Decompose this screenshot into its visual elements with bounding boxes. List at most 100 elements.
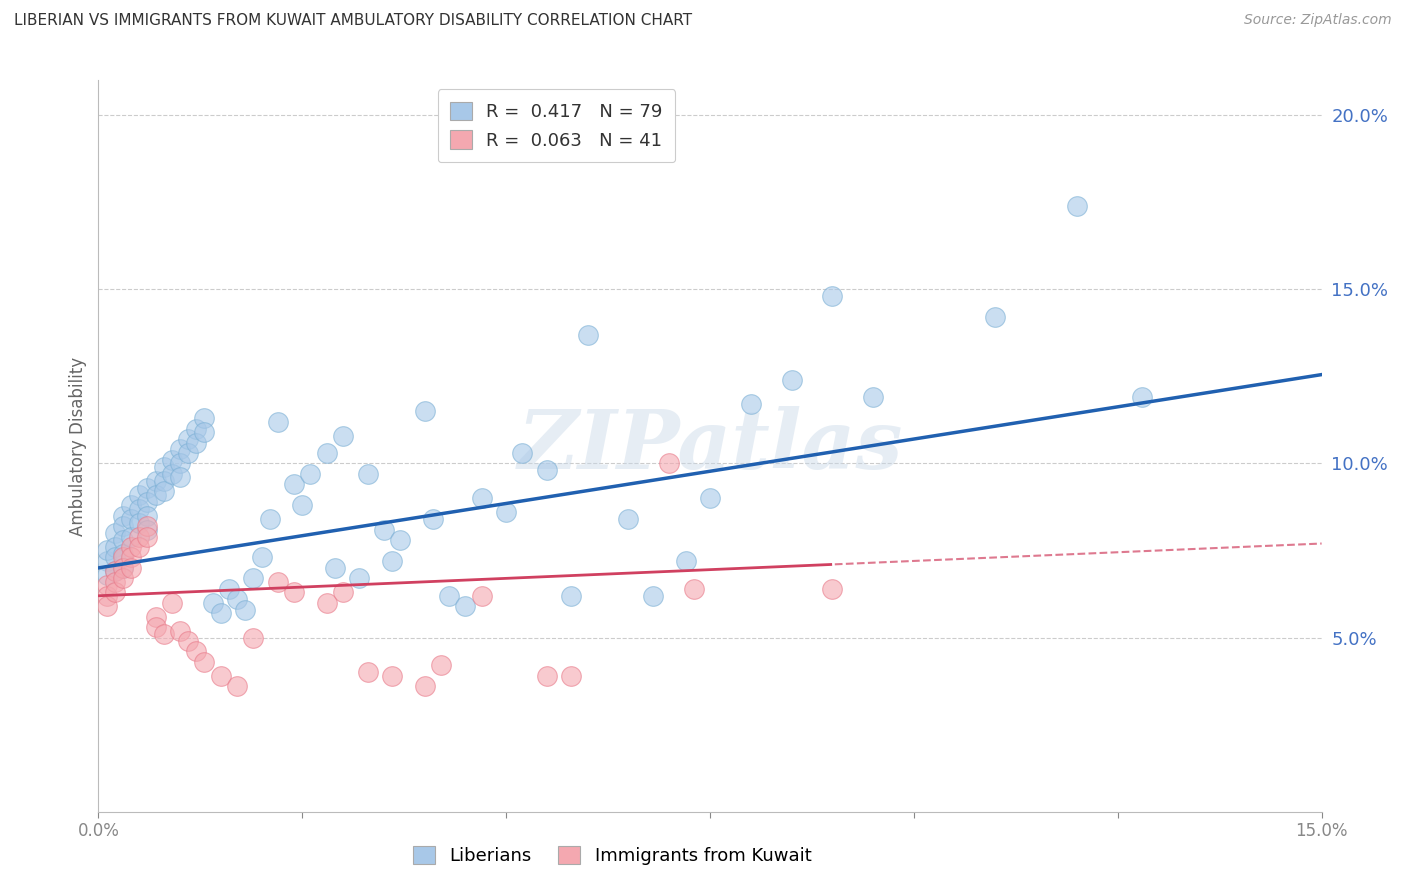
Point (160, 453, 183, 467)
Text: LIBERIAN VS IMMIGRANTS FROM KUWAIT AMBULATORY DISABILITY CORRELATION CHART: LIBERIAN VS IMMIGRANTS FROM KUWAIT AMBUL… (14, 13, 692, 29)
Point (332, 428, 354, 442)
Point (536, 463, 558, 477)
Point (169, 470, 191, 484)
Point (226, 592, 249, 607)
Point (104, 565, 127, 579)
Point (658, 457, 681, 471)
Point (169, 442, 191, 457)
Point (111, 533, 134, 547)
Point (430, 658, 453, 673)
Point (413, 404, 436, 418)
Point (512, 446, 534, 460)
Point (193, 411, 215, 425)
Point (821, 289, 844, 303)
Point (299, 467, 322, 481)
Point (495, 505, 517, 519)
Point (152, 484, 174, 499)
Point (984, 310, 1007, 325)
Point (471, 589, 494, 603)
Point (373, 523, 395, 537)
Point (152, 474, 174, 488)
Point (111, 547, 134, 561)
Point (128, 530, 150, 544)
Point (128, 488, 150, 502)
Point (111, 550, 134, 565)
Point (177, 446, 200, 460)
Point (1130, 390, 1153, 404)
Point (471, 491, 494, 506)
Point (437, 589, 460, 603)
Point (96, 567, 118, 582)
Point (233, 603, 256, 617)
Point (136, 519, 159, 533)
Point (193, 425, 215, 439)
Point (186, 644, 208, 658)
Point (152, 459, 174, 474)
Point (120, 530, 142, 544)
Point (226, 679, 249, 693)
Point (136, 523, 159, 537)
Point (218, 582, 240, 596)
Point (177, 432, 200, 446)
Point (136, 481, 159, 495)
Point (145, 620, 167, 634)
Point (104, 550, 127, 565)
Point (136, 494, 159, 508)
Point (128, 516, 150, 530)
Point (381, 554, 404, 568)
Point (96, 578, 118, 592)
Point (120, 561, 142, 575)
Text: ZIPatlas: ZIPatlas (517, 406, 903, 486)
Point (349, 571, 371, 585)
Point (209, 669, 232, 683)
Point (422, 512, 444, 526)
Point (177, 634, 200, 648)
Point (145, 488, 167, 502)
Point (740, 397, 762, 411)
Point (128, 540, 150, 554)
Point (332, 585, 354, 599)
Point (267, 415, 290, 429)
Point (283, 585, 305, 599)
Point (128, 501, 150, 516)
Point (682, 582, 704, 596)
Point (96, 589, 118, 603)
Y-axis label: Ambulatory Disability: Ambulatory Disability (69, 357, 87, 535)
Point (821, 582, 844, 596)
Point (315, 446, 337, 460)
Point (111, 571, 134, 585)
Point (193, 655, 215, 669)
Point (413, 679, 436, 693)
Point (641, 589, 664, 603)
Point (454, 599, 477, 614)
Point (560, 589, 582, 603)
Point (169, 624, 191, 638)
Point (1066, 199, 1088, 213)
Point (111, 519, 134, 533)
Point (104, 565, 127, 579)
Point (186, 435, 208, 450)
Point (242, 631, 264, 645)
Point (242, 571, 264, 585)
Text: Source: ZipAtlas.com: Source: ZipAtlas.com (1244, 13, 1392, 28)
Point (120, 512, 142, 526)
Legend: Liberians, Immigrants from Kuwait: Liberians, Immigrants from Kuwait (402, 835, 823, 876)
Point (120, 540, 142, 554)
Point (136, 530, 159, 544)
Point (209, 606, 232, 620)
Point (315, 596, 337, 610)
Point (96, 554, 118, 568)
Point (104, 540, 127, 554)
Point (104, 574, 127, 589)
Point (201, 596, 224, 610)
Point (96, 543, 118, 558)
Point (186, 421, 208, 435)
Point (145, 609, 167, 624)
Point (389, 533, 412, 547)
Point (111, 561, 134, 575)
Point (96, 599, 118, 614)
Point (536, 669, 558, 683)
Point (160, 467, 183, 481)
Point (356, 665, 378, 680)
Point (169, 457, 191, 471)
